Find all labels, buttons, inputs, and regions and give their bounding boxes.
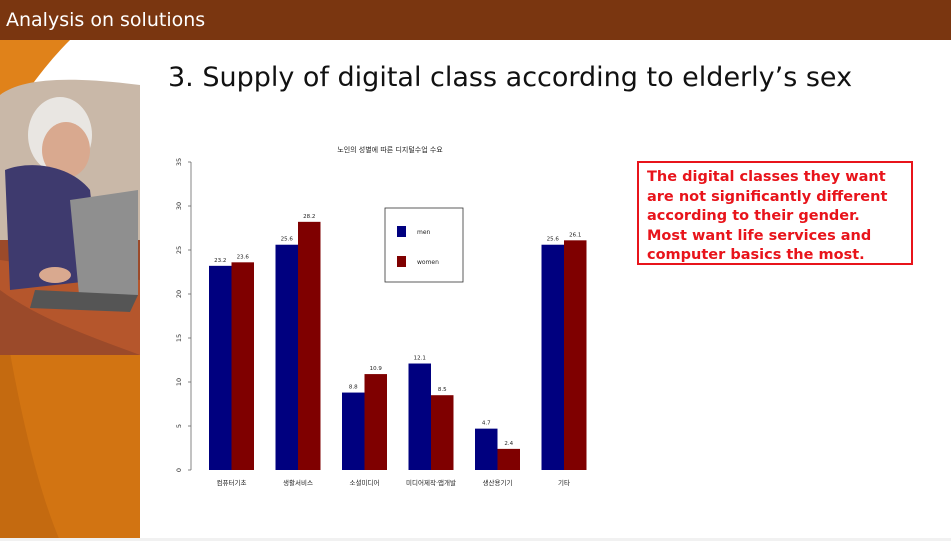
bottom-divider [0, 538, 951, 541]
y-tick-label: 20 [175, 290, 183, 298]
y-tick-label: 15 [175, 334, 183, 342]
slide-title: 3. Supply of digital class according to … [168, 62, 853, 93]
bar-women [564, 240, 587, 470]
category-label: 기타 [558, 478, 570, 487]
bar-men [541, 244, 564, 470]
header-bar: Analysis on solutions [0, 0, 951, 40]
data-label: 12.1 [414, 356, 426, 362]
bar-men [475, 428, 498, 470]
category-label: 생산용기기 [483, 478, 513, 487]
bar-men [209, 265, 232, 470]
y-tick-label: 0 [175, 468, 183, 472]
category-label: 소셜미디어 [350, 478, 380, 487]
bar-chart: 노인의 성별에 따른 디지털수업 수요 0 5 10 15 20 25 30 35 23.2 23.… [175, 145, 587, 487]
y-tick-label: 30 [175, 202, 183, 210]
bar-women [298, 221, 321, 470]
legend-swatch-women [397, 256, 406, 267]
category-label: 미디어제작·앱개발 [406, 478, 456, 487]
data-label: 8.8 [349, 385, 358, 391]
legend-swatch-men [397, 226, 406, 237]
bar-men [408, 363, 431, 470]
data-label: 26.1 [569, 232, 581, 238]
bar-women [431, 395, 454, 470]
bar-women [497, 448, 520, 470]
data-label: 23.6 [237, 254, 250, 260]
photo-elderly-woman [0, 79, 140, 355]
y-tick-label: 10 [175, 378, 183, 386]
chart-title: 노인의 성별에 따른 디지털수업 수요 [337, 145, 443, 154]
data-label: 10.9 [370, 366, 383, 372]
orange-swoosh-top [0, 40, 70, 140]
header-title: Analysis on solutions [6, 9, 206, 31]
legend-label-men: men [417, 229, 431, 236]
data-label: 4.7 [482, 421, 491, 427]
y-tick-label: 25 [175, 246, 183, 254]
data-label: 25.6 [547, 237, 560, 243]
bar-men [342, 392, 365, 470]
y-tick-label: 5 [175, 424, 183, 428]
legend-label-women: women [417, 259, 439, 266]
data-label: 8.5 [438, 387, 447, 393]
data-label: 2.4 [504, 441, 513, 447]
data-label: 28.2 [303, 214, 315, 220]
bar-men [275, 244, 298, 470]
category-label: 컴퓨터기초 [217, 478, 247, 487]
y-tick-label: 35 [175, 158, 183, 166]
legend-box [384, 207, 464, 283]
data-label: 25.6 [281, 237, 294, 243]
bar-women [231, 262, 254, 470]
bar-women [364, 374, 387, 470]
callout-box: The digital classes they want are not si… [637, 161, 913, 265]
data-label: 23.2 [214, 258, 226, 264]
elderly-woman-laptop-photo [0, 40, 140, 541]
category-label: 생활서비스 [283, 478, 313, 487]
